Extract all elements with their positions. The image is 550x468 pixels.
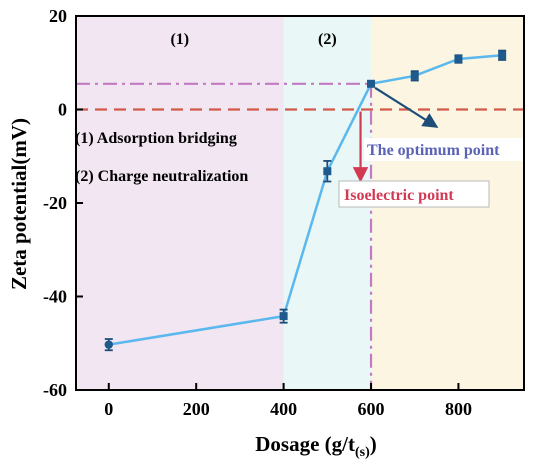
x-axis-title-subscript: (s) bbox=[355, 445, 370, 460]
data-point bbox=[367, 79, 376, 88]
x-axis-title-main: Dosage (g/t bbox=[255, 432, 355, 456]
data-point bbox=[104, 340, 113, 349]
axes: 0 200 400 600 800 -60 -40 -20 0 20 bbox=[43, 6, 525, 419]
y-tick-label: -40 bbox=[43, 287, 67, 307]
data-point bbox=[410, 71, 419, 80]
legend-note-charge: (2) Charge neutralization bbox=[75, 168, 248, 185]
x-axis-title-close: ) bbox=[370, 432, 377, 456]
x-tick-label: 0 bbox=[104, 399, 113, 419]
y-tick-label: -20 bbox=[43, 193, 67, 213]
data-series bbox=[104, 49, 507, 352]
x-tick-label: 200 bbox=[183, 399, 210, 419]
optimum-point-arrow bbox=[374, 86, 439, 128]
region-label-2: (2) bbox=[318, 31, 337, 48]
data-point bbox=[498, 51, 507, 60]
data-point bbox=[454, 55, 463, 64]
x-tick-label: 400 bbox=[270, 399, 297, 419]
isoelectric-label-box bbox=[338, 180, 490, 208]
x-tick-label: 600 bbox=[358, 399, 385, 419]
optimum-point-label: The optimum point bbox=[367, 142, 500, 159]
region-label-1: (1) bbox=[170, 31, 189, 48]
reference-lines bbox=[76, 82, 524, 390]
y-tick-label: 0 bbox=[58, 100, 67, 120]
x-tick-label: 800 bbox=[445, 399, 472, 419]
region-1 bbox=[76, 16, 284, 390]
isoelectric-point-label: Isoelectric point bbox=[344, 187, 454, 204]
y-axis-title: Zeta potential(mV) bbox=[7, 118, 31, 290]
optimum-label-background bbox=[364, 138, 534, 161]
data-point bbox=[323, 167, 332, 176]
y-tick-label: -60 bbox=[43, 380, 67, 400]
y-tick-label: 20 bbox=[49, 6, 67, 26]
annotations: (1) Adsorption bridging (2) Charge neutra… bbox=[75, 86, 534, 208]
legend-note-adsorption: (1) Adsorption bridging bbox=[75, 130, 237, 147]
x-axis-title: Dosage (g/t(s)) bbox=[255, 432, 377, 460]
data-point bbox=[279, 312, 288, 321]
